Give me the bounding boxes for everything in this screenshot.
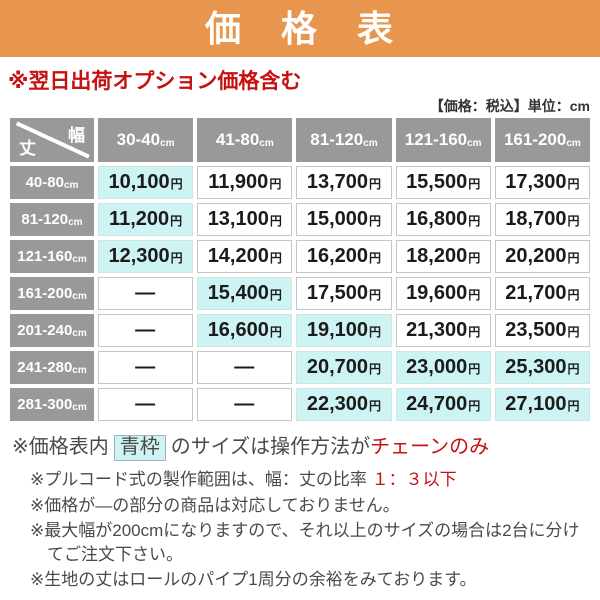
footnotes: ※価格表内 青枠 のサイズは操作方法がチェーンのみ ※プルコード式の製作範囲は、幅：… <box>0 425 600 592</box>
note-dash-unavailable: ※価格が―の部分の商品は対応しておりません。 <box>30 495 400 515</box>
price-cell: 15,000円 <box>296 203 392 237</box>
price-cell: ― <box>98 388 194 422</box>
price-cell: 22,300円 <box>296 388 392 422</box>
table-row: 40-80cm 10,100円 11,900円 13,700円 15,500円 … <box>10 166 590 200</box>
row-header: 281-300cm <box>10 388 94 422</box>
row-header: 81-120cm <box>10 203 94 237</box>
header-row: 幅 丈 30-40cm 41-80cm 81-120cm 121-160cm 1… <box>10 118 590 163</box>
column-header: 121-160cm <box>395 118 491 163</box>
row-header: 121-160cm <box>10 240 94 274</box>
width-axis-label: 幅 <box>68 126 85 146</box>
row-header: 201-240cm <box>10 314 94 348</box>
price-cell: 17,500円 <box>296 277 392 311</box>
price-cell: ― <box>98 351 194 385</box>
price-cell: ― <box>197 351 293 385</box>
price-cell: 21,300円 <box>395 314 491 348</box>
column-header: 81-120cm <box>296 118 392 163</box>
price-cell: 19,100円 <box>296 314 392 348</box>
price-cell: 15,400円 <box>197 277 293 311</box>
table-row: 281-300cm ― ― 22,300円 24,700円 27,100円 <box>10 388 590 422</box>
price-cell: 11,900円 <box>197 166 293 200</box>
chain-only-text: チェーンのみ <box>370 436 490 459</box>
table-row: 121-160cm 12,300円 14,200円 16,200円 18,200… <box>10 240 590 274</box>
price-cell: 12,300円 <box>98 240 194 274</box>
price-cell: 21,700円 <box>494 277 590 311</box>
row-header: 40-80cm <box>10 166 94 200</box>
table-row: 161-200cm ― 15,400円 17,500円 19,600円 21,7… <box>10 277 590 311</box>
corner-header-cell: 幅 丈 <box>10 118 94 163</box>
diagonal-divider <box>10 118 94 162</box>
table-row: 241-280cm ― ― 20,700円 23,000円 25,300円 <box>10 351 590 385</box>
column-header: 41-80cm <box>197 118 293 163</box>
price-table: 幅 丈 30-40cm 41-80cm 81-120cm 121-160cm 1… <box>6 114 594 425</box>
price-cell: 20,700円 <box>296 351 392 385</box>
price-cell: 18,700円 <box>494 203 590 237</box>
shipping-option-notice: ※翌日出荷オプション価格含む <box>8 70 302 93</box>
price-cell: ― <box>98 277 194 311</box>
price-cell: 16,200円 <box>296 240 392 274</box>
price-cell: 24,700円 <box>395 388 491 422</box>
row-header: 241-280cm <box>10 351 94 385</box>
row-header: 161-200cm <box>10 277 94 311</box>
price-cell: 23,000円 <box>395 351 491 385</box>
price-cell: 19,600円 <box>395 277 491 311</box>
price-cell: 18,200円 <box>395 240 491 274</box>
price-unit-note: 【価格：税込】単位：cm <box>429 98 590 115</box>
price-cell: 27,100円 <box>494 388 590 422</box>
price-cell: ― <box>98 314 194 348</box>
price-cell: 17,300円 <box>494 166 590 200</box>
column-header: 161-200cm <box>494 118 590 163</box>
note-max-width: ※最大幅が200cmになりますので、それ以上のサイズの場合は2台に分けてご注文下… <box>30 520 580 564</box>
blue-frame-badge: 青枠 <box>113 435 166 462</box>
notice-block: ※翌日出荷オプション価格含む 【価格：税込】単位：cm <box>0 57 600 114</box>
title-banner: 価 格 表 <box>0 0 600 57</box>
price-cell: 16,800円 <box>395 203 491 237</box>
price-cell: 11,200円 <box>98 203 194 237</box>
price-cell: 20,200円 <box>494 240 590 274</box>
price-cell: 25,300円 <box>494 351 590 385</box>
price-cell: 13,100円 <box>197 203 293 237</box>
price-cell: 23,500円 <box>494 314 590 348</box>
page-title: 価 格 表 <box>204 7 395 49</box>
note-pull-cord: ※プルコード式の製作範囲は、幅：丈の比率 １：３以下 <box>30 470 457 490</box>
table-row: 201-240cm ― 16,600円 19,100円 21,300円 23,5… <box>10 314 590 348</box>
table-row: 81-120cm 11,200円 13,100円 15,000円 16,800円… <box>10 203 590 237</box>
note-fabric-length: ※生地の丈はロールのパイプ1周分の余裕をみております。 <box>30 569 477 589</box>
price-cell: 14,200円 <box>197 240 293 274</box>
price-cell: 16,600円 <box>197 314 293 348</box>
price-cell: ― <box>197 388 293 422</box>
price-cell: 10,100円 <box>98 166 194 200</box>
price-cell: 15,500円 <box>395 166 491 200</box>
note-blue-frame: ※価格表内 青枠 のサイズは操作方法がチェーンのみ <box>12 435 592 462</box>
column-header: 30-40cm <box>98 118 194 163</box>
price-cell: 13,700円 <box>296 166 392 200</box>
length-axis-label: 丈 <box>19 139 36 159</box>
